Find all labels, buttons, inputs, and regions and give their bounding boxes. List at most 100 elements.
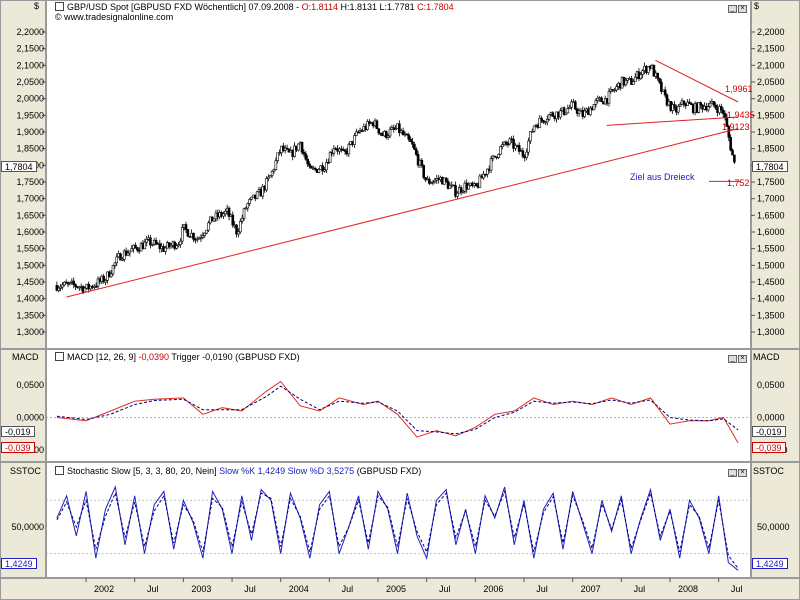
candle-body [321,165,324,172]
trendline-triangle-lower [606,116,739,126]
close-macd-icon[interactable]: × [738,355,747,363]
candle-body [658,77,661,83]
candle-body [207,222,210,231]
price-tick-label-left: 1,5500 [16,244,44,254]
close-pane-icon[interactable]: × [738,5,747,13]
candle-body [422,165,426,178]
minimize-stoch-icon[interactable]: _ [728,469,737,477]
candle-body [574,101,577,110]
candle-body [313,167,317,170]
price-tick-label-right: 2,1000 [757,60,785,70]
candle-body [474,183,478,187]
macd-tick-label-right: 0,0500 [757,380,785,390]
candle-body [431,181,435,184]
candle-body [308,163,311,167]
last-price-tag-right: 1,7804 [752,161,788,172]
price-tick-label-right: 2,0000 [757,94,785,104]
price-tick-label-left: 2,0500 [16,77,44,87]
candle-body [484,173,487,176]
candle-body [540,117,543,121]
candle-body [678,104,682,107]
stoch-pane[interactable] [46,462,751,578]
price-tick-label-right: 1,6000 [757,227,785,237]
candle-body [285,147,289,150]
candle-body [136,247,139,251]
candle-body [128,250,132,254]
candle-body [134,244,137,248]
candle-body [276,152,280,162]
candle-body [267,176,270,179]
price-tick-label-left: 2,1500 [16,44,44,54]
candle-body [512,139,515,149]
candle-body [386,135,390,138]
candle-body [514,145,517,149]
macd-settings-icon[interactable] [55,352,64,361]
chart-settings-icon[interactable] [55,2,64,11]
time-tick-label: 2003 [191,584,211,594]
candle-body [424,177,427,181]
macd-trigger: Trigger -0,0190 [169,352,233,362]
candle-body [293,145,296,157]
candle-body [646,66,650,73]
time-tick-label: 2006 [483,584,503,594]
candle-body [104,280,107,283]
candle-body [270,170,274,176]
minimize-macd-icon[interactable]: _ [728,355,737,363]
candle-body [433,179,437,183]
candle-body [682,100,686,105]
price-currency-left: $ [34,1,40,11]
price-tick-label-left: 1,5000 [16,260,44,270]
candle-body [68,281,72,284]
candle-body [347,144,351,155]
time-tick-label: Jul [634,584,646,594]
candle-body [478,175,482,188]
macd-value-tag-right: -0,039 [752,442,786,453]
candle-body [248,199,251,204]
candle-body [268,175,272,178]
candle-body [235,224,238,235]
candle-body [325,162,328,171]
candle-body [714,104,717,109]
candle-body [244,207,248,210]
time-tick-label: Jul [536,584,548,594]
candle-body [61,284,64,288]
candle-body [504,141,508,145]
close-stoch-icon[interactable]: × [738,469,747,477]
candle-body [310,165,313,169]
minimize-pane-icon[interactable]: _ [728,5,737,13]
candle-body [633,76,637,83]
trendline-triangle-upper [655,59,739,103]
candle-body [57,287,61,291]
candle-body [192,232,195,240]
candle-body [180,227,184,242]
price-open: O:1.8114 [301,2,338,12]
candle-body [121,258,124,261]
candle-body [639,74,643,79]
level-label-1: 1,9961 [725,84,753,94]
level-label-2: 1,9435 [727,110,755,120]
candle-body [407,134,411,140]
candle-body [489,158,493,171]
price-pane-buttons: _ × [727,2,749,13]
trendline-support [66,128,739,298]
price-pane[interactable] [46,0,751,349]
stoch-settings-icon[interactable] [55,466,64,475]
candle-body [482,173,485,179]
candle-body [721,109,725,114]
price-tick-label-left: 1,4000 [16,294,44,304]
candle-body [459,187,463,193]
stoch-k-tag-left: 1,4249 [1,558,37,569]
macd-pane[interactable] [46,349,751,462]
price-tick-label-left: 2,2000 [16,27,44,37]
candle-body [547,114,551,120]
candle-body [733,154,736,163]
candle-body [588,107,592,116]
candle-body [570,101,573,108]
price-tick-label-right: 1,9500 [757,110,785,120]
candle-body [179,240,182,245]
candle-body [411,141,414,145]
candle-body [55,285,59,291]
price-currency-right: $ [754,1,760,11]
candle-body [94,285,98,288]
candle-body [501,144,504,147]
